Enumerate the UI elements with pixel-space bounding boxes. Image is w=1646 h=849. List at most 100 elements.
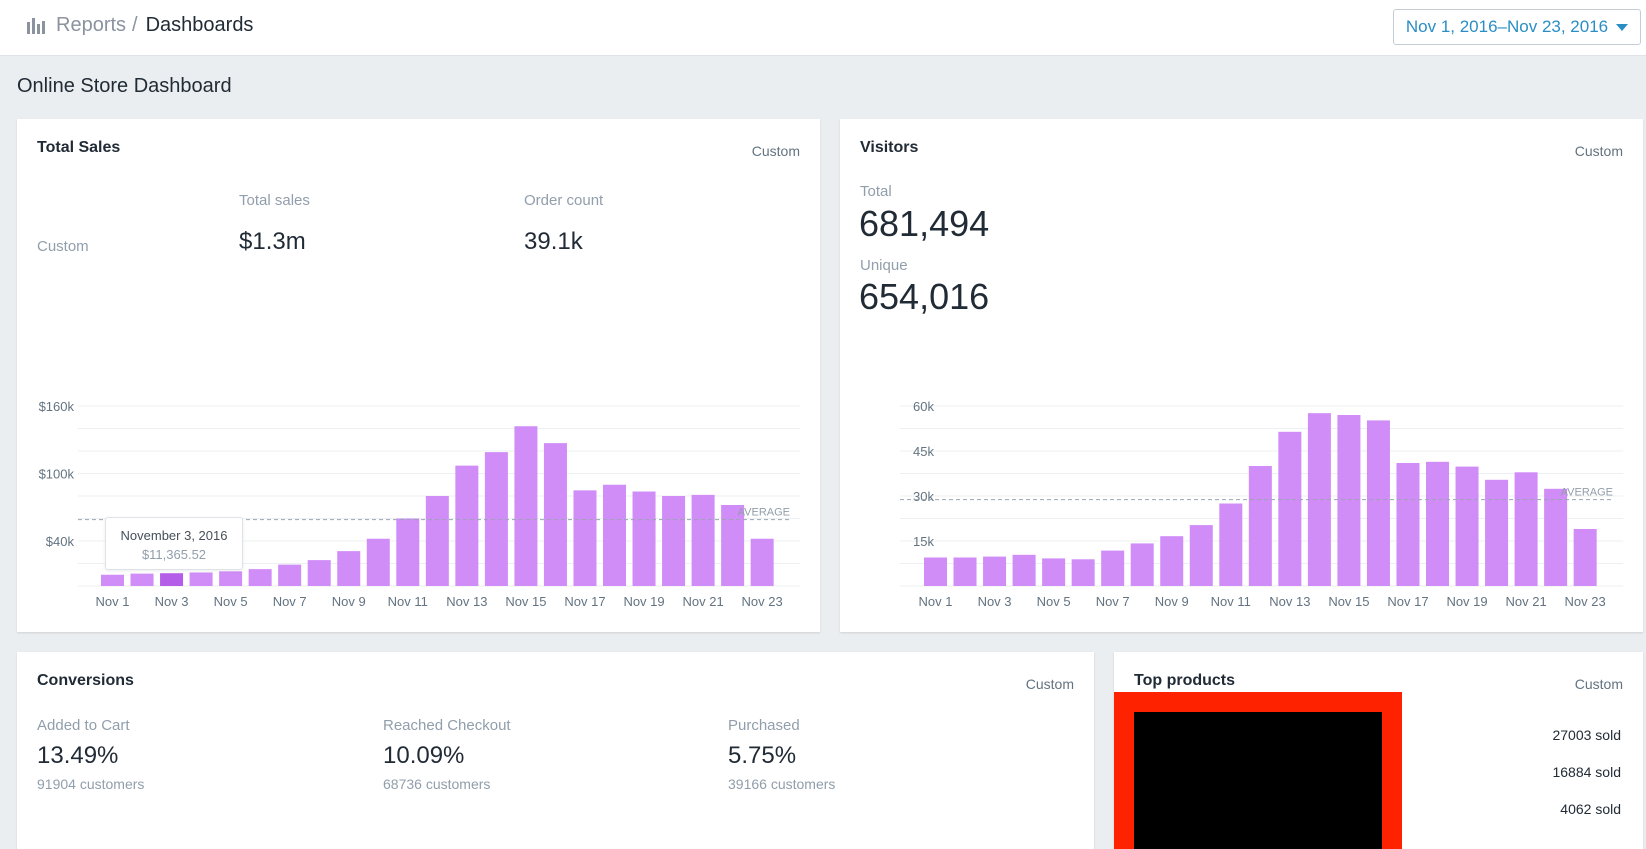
top-bar: Reports / Dashboards Nov 1, 2016–Nov 23,… <box>0 0 1646 56</box>
bar[interactable] <box>1366 420 1390 586</box>
added-to-cart-label: Added to Cart <box>37 717 130 734</box>
bar[interactable] <box>1573 529 1597 586</box>
bar[interactable] <box>189 572 213 587</box>
y-tick-label: 15k <box>913 534 934 549</box>
bar[interactable] <box>396 518 420 587</box>
chart-tooltip: November 3, 2016 $11,365.52 <box>105 517 243 570</box>
x-tick-label: Nov 3 <box>155 594 189 609</box>
card-title: Visitors <box>860 139 919 156</box>
reached-checkout-value: 10.09% <box>383 742 465 769</box>
x-tick-label: Nov 9 <box>1155 594 1189 609</box>
bar[interactable] <box>953 557 977 587</box>
x-tick-label: Nov 7 <box>1096 594 1130 609</box>
y-tick-label: 60k <box>913 399 934 414</box>
caret-down-icon <box>1616 23 1629 31</box>
x-tick-label: Nov 11 <box>1211 594 1251 609</box>
bar[interactable] <box>1012 554 1036 586</box>
bar[interactable] <box>1160 536 1184 586</box>
total-visitors-value: 681,494 <box>859 203 990 244</box>
redaction-block <box>1134 712 1382 849</box>
x-tick-label: Nov 21 <box>682 594 723 609</box>
x-tick-label: Nov 19 <box>623 594 664 609</box>
x-tick-label: Nov 15 <box>1328 594 1369 609</box>
x-tick-label: Nov 7 <box>273 594 307 609</box>
bar[interactable] <box>307 560 331 586</box>
bar[interactable] <box>1396 463 1420 586</box>
bar[interactable] <box>160 573 184 586</box>
breadcrumb-separator: / <box>132 14 138 36</box>
bar-chart-icon <box>26 16 46 36</box>
redaction-frame <box>1114 692 1402 849</box>
x-tick-label: Nov 23 <box>742 594 783 609</box>
custom-link[interactable]: Custom <box>1574 676 1623 692</box>
bar[interactable] <box>750 538 774 586</box>
bar[interactable] <box>278 564 302 586</box>
breadcrumb-reports-link[interactable]: Reports <box>56 14 127 36</box>
total-visitors-label: Total <box>860 183 892 200</box>
custom-link[interactable]: Custom <box>1025 676 1074 692</box>
bar[interactable] <box>337 551 361 586</box>
bar[interactable] <box>219 571 243 586</box>
bar[interactable] <box>1514 472 1538 586</box>
bar[interactable] <box>1130 543 1154 586</box>
bar[interactable] <box>1278 431 1302 586</box>
date-range-button[interactable]: Nov 1, 2016–Nov 23, 2016 <box>1393 9 1641 45</box>
x-tick-label: Nov 11 <box>388 594 428 609</box>
bar[interactable] <box>101 574 124 586</box>
x-tick-label: Nov 5 <box>1037 594 1071 609</box>
bar[interactable] <box>603 484 627 586</box>
x-tick-label: Nov 21 <box>1505 594 1546 609</box>
bar[interactable] <box>721 505 745 586</box>
y-tick-label: $100k <box>39 467 75 482</box>
x-tick-label: Nov 9 <box>332 594 366 609</box>
bar[interactable] <box>691 494 715 586</box>
y-tick-label: 45k <box>913 444 934 459</box>
page-title: Online Store Dashboard <box>17 75 232 97</box>
bar[interactable] <box>514 426 538 586</box>
bar[interactable] <box>924 557 947 587</box>
bar[interactable] <box>484 452 508 586</box>
bar[interactable] <box>1455 466 1479 586</box>
bar[interactable] <box>1101 550 1125 586</box>
x-tick-label: Nov 17 <box>564 594 605 609</box>
bar[interactable] <box>543 443 567 586</box>
bar[interactable] <box>573 490 597 586</box>
bar[interactable] <box>983 556 1007 586</box>
y-tick-label: 30k <box>913 489 934 504</box>
average-label: AVERAGE <box>738 507 790 519</box>
bar[interactable] <box>248 569 272 586</box>
product-sold-count: 16884 sold <box>1552 764 1621 780</box>
bar[interactable] <box>1337 415 1361 586</box>
y-tick-label: $40k <box>46 534 75 549</box>
x-tick-label: Nov 1 <box>919 594 953 609</box>
x-tick-label: Nov 19 <box>1446 594 1487 609</box>
bar[interactable] <box>632 491 656 587</box>
conversions-card: Conversions Custom Added to Cart 13.49% … <box>17 652 1094 849</box>
bar[interactable] <box>1248 466 1272 586</box>
bar[interactable] <box>662 496 686 586</box>
tooltip-value: $11,365.52 <box>141 547 207 562</box>
bar[interactable] <box>1307 413 1331 586</box>
x-tick-label: Nov 5 <box>214 594 248 609</box>
unique-visitors-value: 654,016 <box>859 276 990 317</box>
custom-link[interactable]: Custom <box>1574 143 1623 159</box>
bar[interactable] <box>1485 479 1509 586</box>
bar[interactable] <box>1426 461 1450 586</box>
bar[interactable] <box>366 538 390 586</box>
bar[interactable] <box>1189 525 1213 586</box>
bar[interactable] <box>1071 559 1095 586</box>
total-sales-label: Total sales <box>239 192 310 209</box>
bar[interactable] <box>1219 503 1243 587</box>
bar[interactable] <box>130 573 154 586</box>
bar[interactable] <box>425 496 449 586</box>
card-title: Top products <box>1134 672 1236 689</box>
bar[interactable] <box>1042 558 1066 586</box>
row-label: Custom <box>37 238 89 255</box>
added-to-cart-customers: 91904 customers <box>37 776 145 792</box>
bar[interactable] <box>1544 488 1568 586</box>
x-tick-label: Nov 3 <box>978 594 1012 609</box>
custom-link[interactable]: Custom <box>751 143 800 159</box>
bar[interactable] <box>455 465 479 586</box>
order-count-label: Order count <box>524 192 604 209</box>
